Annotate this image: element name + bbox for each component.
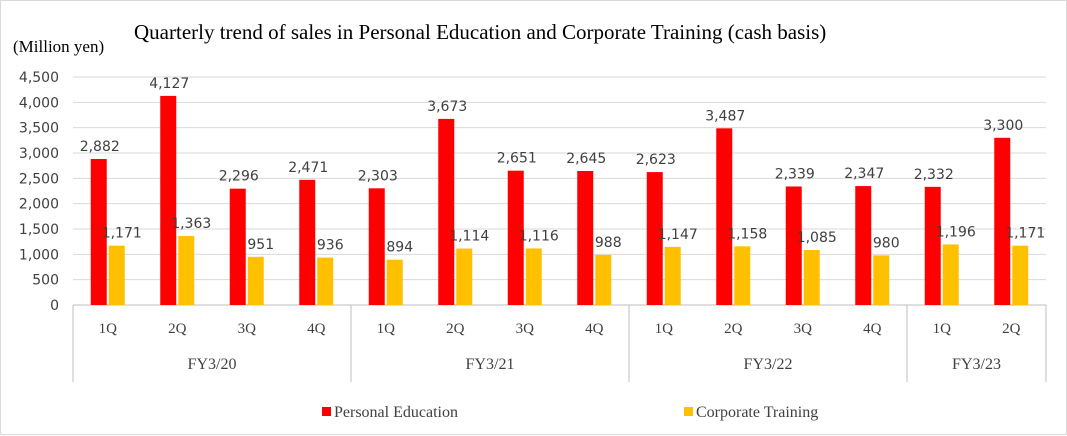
corporate-training-bar xyxy=(178,235,195,305)
personal-education-bar xyxy=(716,128,733,305)
data-label: 2,296 xyxy=(219,169,259,185)
corporate-training-bar xyxy=(108,245,125,305)
personal-education-bar xyxy=(229,188,246,305)
y-tick-label: 500 xyxy=(32,273,59,289)
data-label: 980 xyxy=(873,235,900,251)
data-label: 894 xyxy=(386,240,413,256)
fiscal-year-label: FY3/23 xyxy=(952,356,1001,373)
data-label: 2,882 xyxy=(80,139,120,155)
y-tick-label: 2,500 xyxy=(19,171,59,187)
data-label: 3,300 xyxy=(983,118,1023,134)
corporate-training-bar xyxy=(1012,245,1029,305)
personal-education-bar xyxy=(924,186,941,305)
personal-education-bar xyxy=(160,95,177,305)
bars xyxy=(90,95,1029,305)
y-tick-label: 0 xyxy=(50,298,59,314)
data-label: 1,114 xyxy=(449,229,489,245)
personal-education-bar xyxy=(507,170,524,305)
personal-education-bar xyxy=(785,186,802,305)
data-label: 1,116 xyxy=(519,228,559,244)
y-tick-label: 3,000 xyxy=(19,146,59,162)
corporate-training-bar xyxy=(386,259,403,305)
gridlines xyxy=(73,76,1046,306)
legend-swatch-personal-education xyxy=(322,407,331,416)
quarter-label: 2Q xyxy=(168,321,187,337)
data-label: 3,487 xyxy=(705,108,745,124)
data-label: 1,158 xyxy=(727,226,767,242)
data-label: 951 xyxy=(247,237,274,253)
data-label: 2,651 xyxy=(497,151,537,167)
corporate-training-bar xyxy=(595,254,612,305)
data-label: 2,623 xyxy=(636,152,676,168)
quarter-label: 2Q xyxy=(1002,321,1021,337)
y-tick-label: 4,500 xyxy=(19,70,59,86)
fiscal-year-label: FY3/22 xyxy=(744,356,793,373)
personal-education-bar xyxy=(90,158,107,305)
legend-label-corporate-training: Corporate Training xyxy=(696,404,818,421)
legend-label-personal-education: Personal Education xyxy=(334,404,458,421)
data-label: 2,332 xyxy=(914,167,954,183)
y-tick-label: 2,000 xyxy=(19,197,59,213)
quarter-label: 4Q xyxy=(863,321,882,337)
corporate-training-bar xyxy=(664,246,681,305)
data-label: 936 xyxy=(317,238,344,254)
personal-education-bar xyxy=(368,188,385,305)
personal-education-bar xyxy=(299,179,316,305)
legend: Personal Education Corporate Training xyxy=(322,404,818,421)
quarter-label: 1Q xyxy=(377,321,396,337)
personal-education-bar xyxy=(855,186,872,305)
quarter-label: 1Q xyxy=(99,321,118,337)
data-label: 1,085 xyxy=(797,230,837,246)
y-axis-ticks: 0 500 1,000 1,500 2,000 2,500 3,000 3,500 4,000 4… xyxy=(19,70,59,314)
data-label: 1,171 xyxy=(102,226,142,242)
data-label: 2,339 xyxy=(775,166,815,182)
data-label: 988 xyxy=(595,235,622,251)
quarter-label: 1Q xyxy=(933,321,952,337)
corporate-training-bar xyxy=(803,250,820,305)
quarter-label: 3Q xyxy=(794,321,813,337)
quarter-label: 1Q xyxy=(655,321,674,337)
personal-education-bar xyxy=(994,137,1011,305)
data-label: 2,645 xyxy=(566,151,606,167)
data-label: 2,347 xyxy=(844,166,884,182)
chart-title: Quarterly trend of sales in Personal Edu… xyxy=(134,20,826,44)
quarter-label: 2Q xyxy=(446,321,465,337)
data-label: 4,127 xyxy=(149,76,189,92)
data-label: 3,673 xyxy=(427,99,467,115)
fiscal-year-label: FY3/21 xyxy=(466,356,515,373)
data-label: 1,363 xyxy=(171,216,211,232)
quarter-label: 4Q xyxy=(585,321,604,337)
personal-education-bar xyxy=(646,172,663,305)
legend-swatch-corporate-training xyxy=(684,407,693,416)
x-axis: 1Q 2Q 3Q 4Q FY3/20 1Q 2Q 3Q 4Q FY3/21 1Q 2Q 3Q 4Q FY3/… xyxy=(72,305,1047,382)
quarter-label: 4Q xyxy=(307,321,326,337)
fiscal-year-label: FY3/20 xyxy=(188,356,237,373)
data-label: 2,471 xyxy=(288,160,328,176)
corporate-training-bar xyxy=(525,248,542,305)
y-axis-unit-label: (Million yen) xyxy=(13,37,104,56)
corporate-training-bar xyxy=(456,248,473,305)
corporate-training-bar xyxy=(942,244,959,305)
corporate-training-bar xyxy=(247,256,264,305)
corporate-training-bar xyxy=(317,257,334,305)
data-label: 1,196 xyxy=(936,224,976,240)
quarter-label: 3Q xyxy=(238,321,257,337)
y-tick-label: 1,500 xyxy=(19,222,59,238)
corporate-training-bar xyxy=(873,255,890,305)
y-tick-label: 3,500 xyxy=(19,121,59,137)
y-tick-label: 4,000 xyxy=(19,95,59,111)
corporate-training-bar xyxy=(734,246,751,305)
quarter-label: 2Q xyxy=(724,321,743,337)
personal-education-bar xyxy=(577,170,594,305)
data-label: 1,171 xyxy=(1005,226,1045,242)
quarter-label: 3Q xyxy=(516,321,535,337)
y-tick-label: 1,000 xyxy=(19,247,59,263)
data-label: 1,147 xyxy=(658,227,698,243)
data-labels: 2,882 4,127 2,296 2,471 2,303 3,673 2,651 2,645… xyxy=(80,76,1046,256)
data-label: 2,303 xyxy=(358,168,398,184)
personal-education-bar xyxy=(438,118,455,305)
